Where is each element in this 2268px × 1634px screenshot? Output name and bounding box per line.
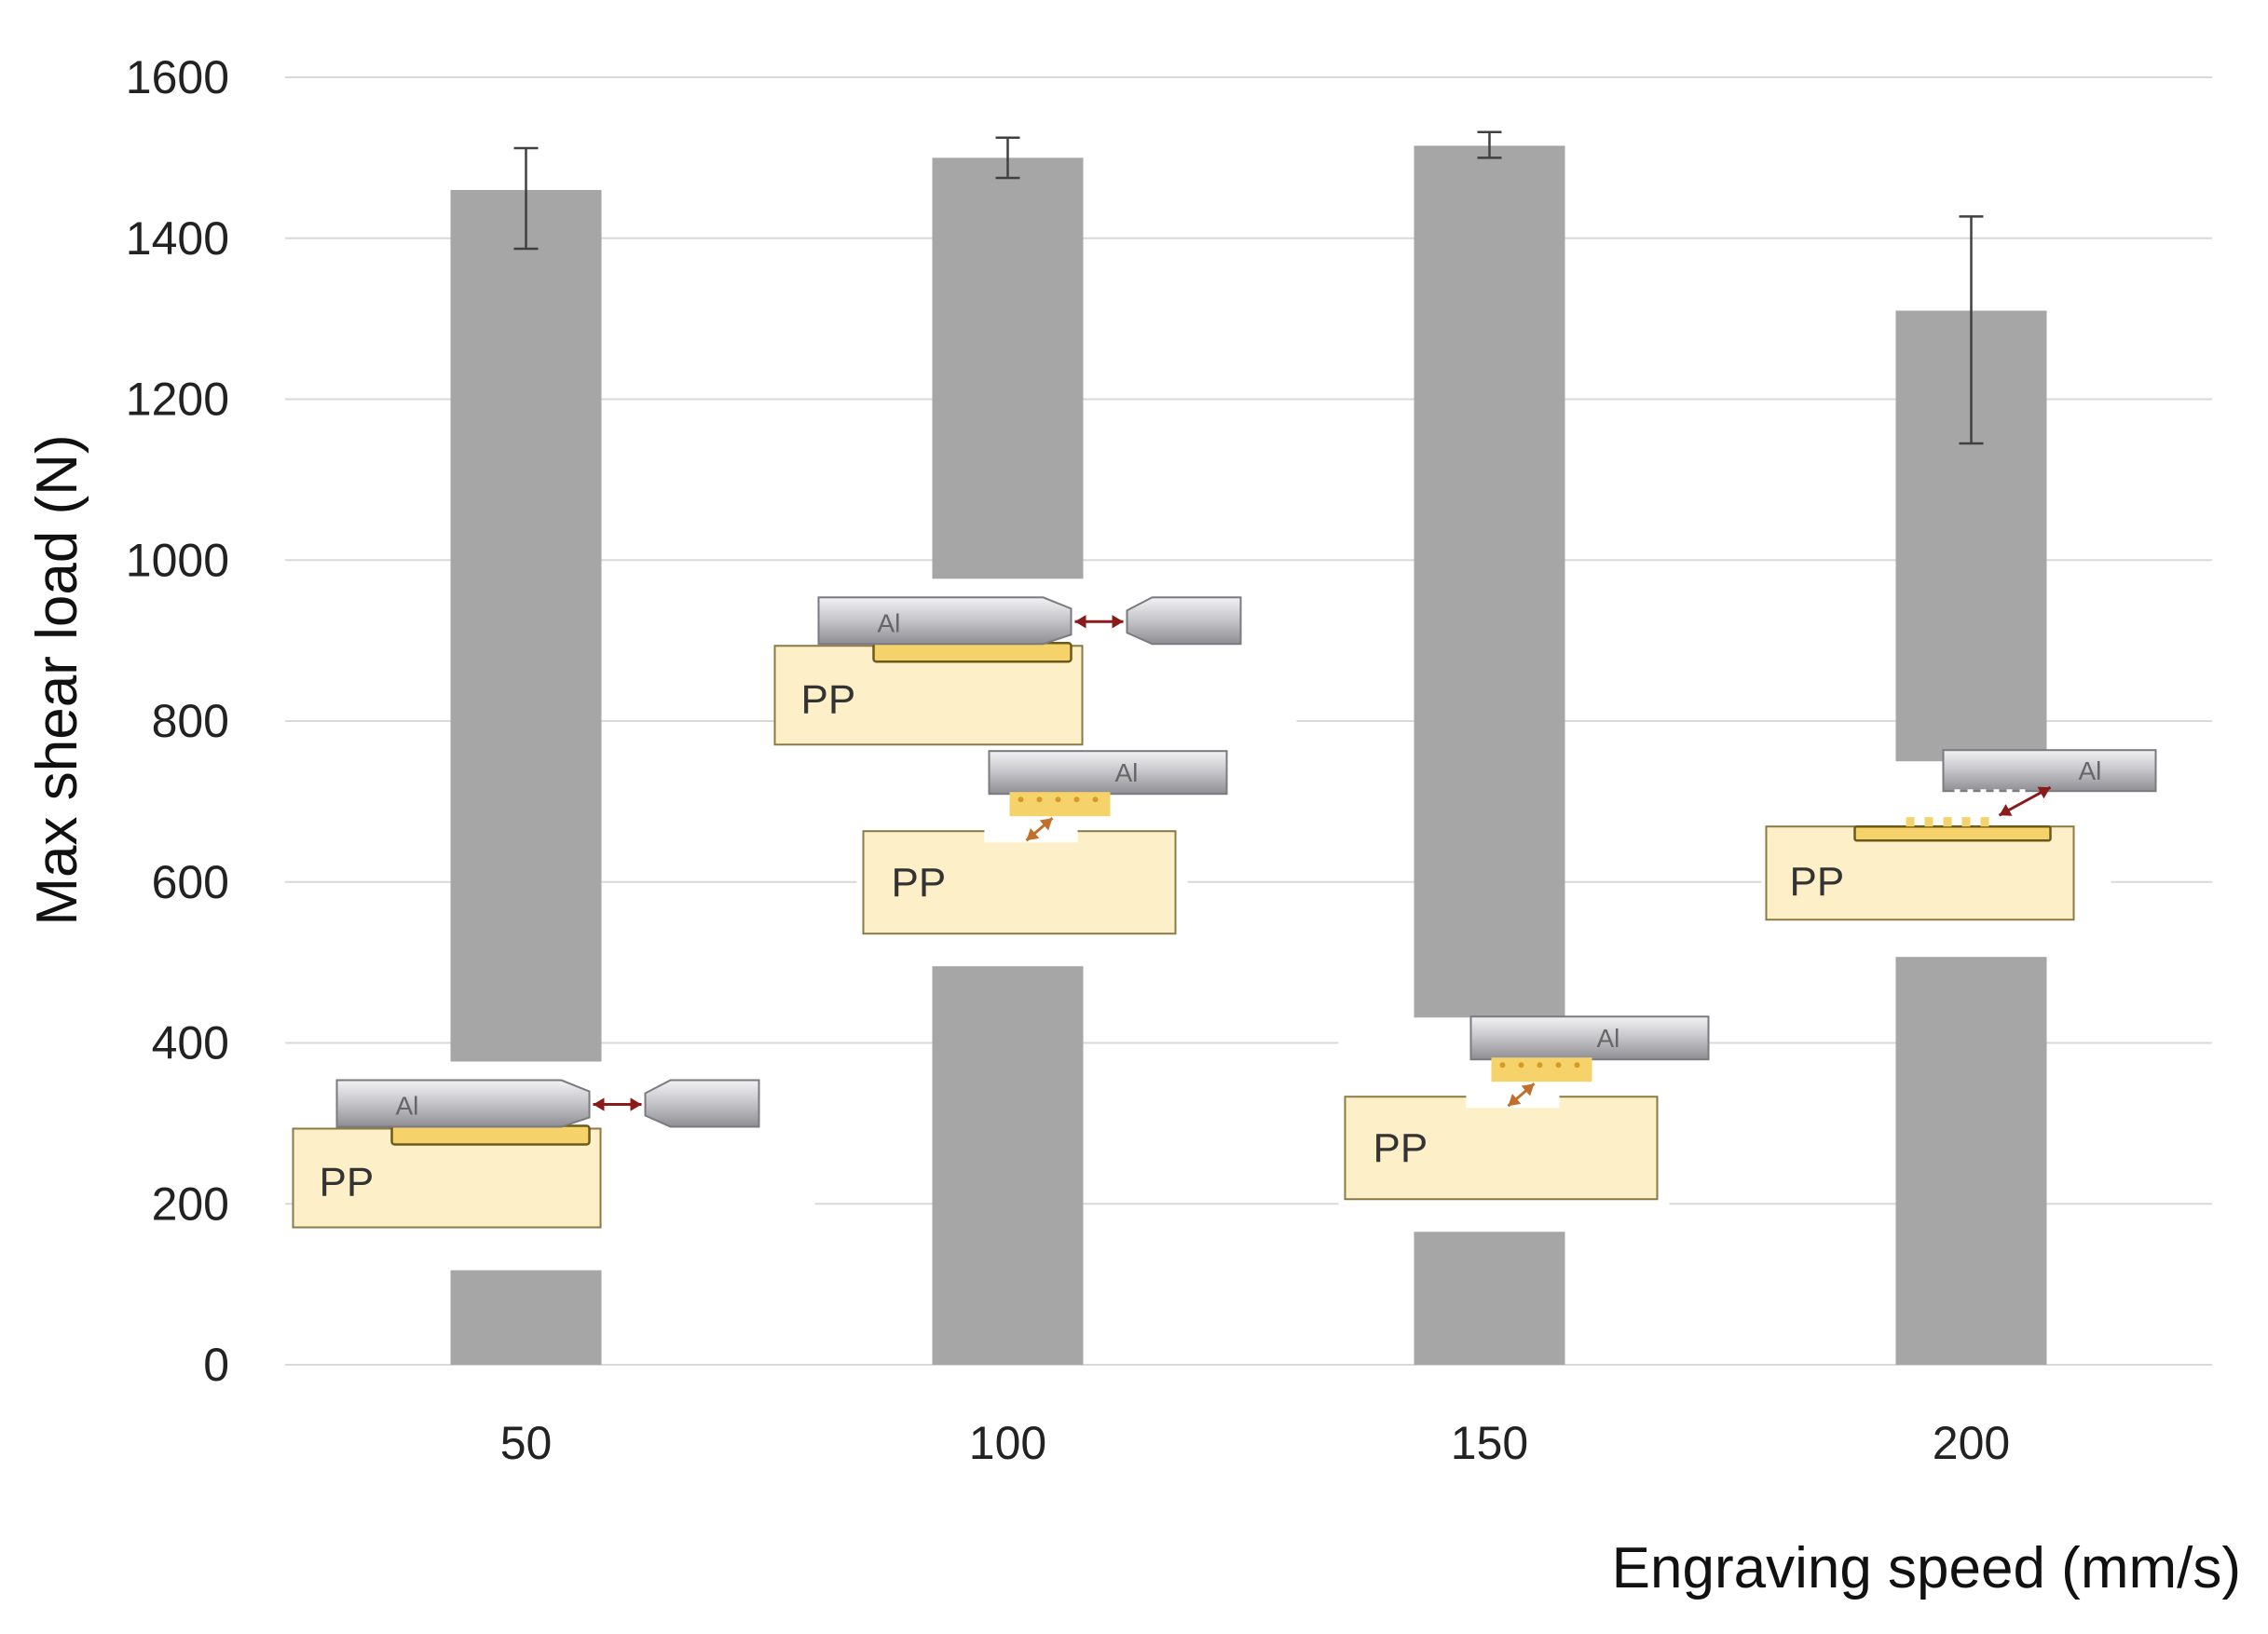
stud-dot <box>1055 797 1061 803</box>
stud-dot <box>1036 797 1043 803</box>
fracture-arrow <box>1507 1083 1536 1108</box>
stud-dot <box>1574 1062 1580 1069</box>
pp-label: PP <box>1373 1125 1428 1171</box>
al-label: Al <box>1115 758 1139 787</box>
y-tick-800: 800 <box>152 695 229 747</box>
inset-engraved-2: PP Al <box>856 750 1228 967</box>
pp-label: PP <box>801 676 856 722</box>
y-tick-400: 400 <box>152 1017 229 1069</box>
error-bar-150 <box>1477 130 1502 159</box>
tension-arrow <box>593 1097 642 1111</box>
x-tick-100: 100 <box>969 1417 1046 1469</box>
inset-partial-4: PP Al <box>1761 749 2157 958</box>
al-plate <box>1469 1015 1710 1061</box>
pp-label: PP <box>1790 859 1845 905</box>
al-plate <box>988 750 1228 796</box>
stud-dot <box>1537 1062 1543 1069</box>
adhesive-layer <box>390 1124 591 1146</box>
al-label: Al <box>2079 756 2102 785</box>
stud-dot <box>1555 1062 1562 1069</box>
y-tick-1000: 1000 <box>126 534 229 586</box>
stud-dot <box>1906 817 1915 827</box>
error-bar-50 <box>513 146 539 251</box>
y-axis-title: Max shear load (N) <box>25 434 89 925</box>
pp-block <box>1765 825 2075 921</box>
stud-dot <box>1018 797 1024 803</box>
arrow-head-end <box>630 1097 642 1111</box>
stud-dot <box>1924 817 1933 827</box>
y-tick-600: 600 <box>152 856 229 908</box>
pp-label: PP <box>320 1160 375 1205</box>
arrow-head-start <box>593 1097 605 1111</box>
arrow-head-end <box>1999 804 2013 816</box>
y-tick-1400: 1400 <box>126 212 229 265</box>
stud-dot <box>1092 797 1099 803</box>
inset-engraved-3: PP Al <box>1338 1015 1710 1232</box>
y-tick-200: 200 <box>152 1178 229 1230</box>
y-tick-0: 0 <box>203 1339 229 1391</box>
stud-dot <box>1073 797 1080 803</box>
arrow-head-end <box>1026 827 1040 841</box>
arrow-head-start <box>1521 1083 1535 1096</box>
stud-dot <box>1499 1062 1506 1069</box>
al-label: Al <box>878 608 901 637</box>
x-tick-50: 50 <box>500 1417 553 1469</box>
x-tick-150: 150 <box>1451 1417 1528 1469</box>
fracture-arrow <box>1025 817 1054 842</box>
arrow-head-end <box>1112 615 1124 629</box>
x-tick-200: 200 <box>1933 1417 2010 1469</box>
al-fragment <box>644 1079 760 1128</box>
adhesive-studs <box>1491 1057 1592 1083</box>
tension-arrow <box>1074 615 1124 629</box>
stud-dot <box>1943 817 1952 827</box>
al-plate <box>1942 749 2157 793</box>
al-label: Al <box>1597 1024 1620 1053</box>
pp-label: PP <box>892 860 947 906</box>
stud-dot <box>1961 817 1971 827</box>
error-bar-200 <box>1959 215 1984 445</box>
y-tick-labels: 0 200 400 600 800 1000 1200 1400 1600 <box>126 51 229 1391</box>
y-tick-1600: 1600 <box>126 51 229 103</box>
x-axis-title: Engraving speed (mm/s) <box>1612 1536 2241 1600</box>
stud-dot <box>1980 817 1989 827</box>
error-bar-100 <box>995 136 1020 180</box>
al-fragment <box>1126 596 1242 646</box>
adhesive-layer <box>1853 824 2052 842</box>
pp-block <box>862 830 1177 935</box>
adhesive-layer <box>872 642 1073 663</box>
adhesive-studs <box>1009 792 1111 817</box>
arrow-head-start <box>1039 818 1053 831</box>
al-plate <box>335 1079 591 1128</box>
y-tick-1200: 1200 <box>126 374 229 426</box>
arrow-head-end <box>1508 1093 1522 1107</box>
error-bars <box>513 130 1984 445</box>
fracture-arrow <box>1998 785 2052 817</box>
al-label: Al <box>396 1092 419 1121</box>
schematic-insets: PP Al PP Al PP Al PP Al PP Al <box>292 579 2157 1271</box>
x-tick-labels: 50 100 150 200 <box>500 1417 2011 1469</box>
inset-bonded-0: PP Al <box>292 1061 815 1271</box>
arrow-head-start <box>2037 786 2051 799</box>
stud-dot <box>1518 1062 1524 1069</box>
al-plate <box>817 596 1073 646</box>
arrow-head-start <box>1074 615 1086 629</box>
